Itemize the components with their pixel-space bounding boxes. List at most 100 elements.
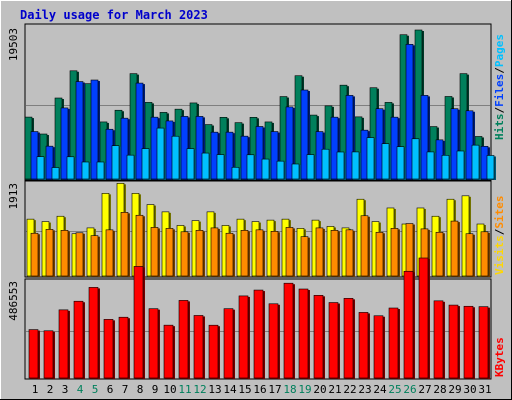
bar-face	[30, 232, 39, 277]
bar-face	[366, 137, 375, 180]
visits-sites-sites-bar	[270, 231, 280, 277]
hits-files-pages-pages-bar	[156, 127, 166, 180]
visits-sites-sites-bar	[180, 231, 190, 277]
hits-files-pages-pages-bar	[441, 155, 451, 180]
x-tick-label: 1	[32, 383, 39, 396]
bar-face	[223, 308, 234, 379]
bar-face	[298, 288, 309, 379]
visits-sites-sites-bar	[405, 223, 415, 277]
visits-sites-sites-bar	[345, 229, 355, 277]
bar-face	[75, 81, 84, 180]
bar-face	[336, 151, 345, 180]
bar-face	[246, 154, 255, 180]
kbytes-kbytes-bar	[148, 308, 160, 379]
bar-face	[120, 212, 129, 277]
x-tick-label: 25	[388, 383, 401, 396]
bar-face	[375, 231, 384, 277]
kbytes-kbytes-bar	[433, 300, 445, 379]
x-tick-label: 17	[268, 383, 281, 396]
x-tick-label: 16	[253, 383, 266, 396]
bar-face	[163, 324, 174, 379]
visits-sites-sites-bar	[300, 236, 310, 277]
bar-face	[195, 230, 204, 277]
bar-face	[60, 230, 69, 277]
bar-face	[156, 127, 165, 180]
bar-face	[471, 144, 480, 180]
bar-face	[433, 300, 444, 379]
bar-face	[133, 266, 144, 379]
hits-files-pages-pages-bar	[186, 148, 196, 180]
bar-face	[238, 295, 249, 379]
visits-sites-sites-bar	[315, 227, 325, 277]
kbytes-kbytes-bar	[58, 309, 70, 379]
hits-files-pages-pages-bar	[201, 152, 211, 180]
axis-label-part: Hits	[493, 114, 506, 141]
kbytes-kbytes-bar	[268, 303, 280, 379]
axis-label-part: KBytes	[493, 337, 506, 377]
kbytes-kbytes-bar	[223, 308, 235, 379]
bar-face	[73, 300, 84, 379]
hits-files-pages-files-bar	[330, 116, 340, 180]
bar-face	[448, 304, 459, 379]
bar-face	[66, 156, 75, 180]
kbytes-kbytes-bar	[133, 266, 145, 379]
kbytes-kbytes-bar	[253, 289, 265, 379]
bar-face	[58, 309, 69, 379]
bar-face	[420, 95, 429, 180]
visits-sites-sites-bar	[225, 232, 235, 277]
bar-face	[463, 305, 474, 379]
x-tick-label: 26	[403, 383, 416, 396]
kbytes-kbytes-bar	[313, 295, 325, 379]
bar-face	[315, 227, 324, 277]
hits-files-pages-files-bar	[135, 82, 145, 180]
visits-ymax-label: 1913	[7, 183, 20, 210]
hits-files-pages-pages-bar	[36, 156, 46, 180]
x-tick-label: 4	[77, 383, 84, 396]
kbytes-ymax-label: 486553	[7, 281, 20, 321]
axis-label-part: /	[493, 107, 506, 114]
bar-face	[283, 282, 294, 379]
bar-face	[43, 330, 54, 379]
bar-face	[360, 215, 369, 277]
kbytes-kbytes-bar	[448, 304, 460, 379]
visits-sites-sites-bar	[105, 229, 115, 277]
hits-files-pages-pages-bar	[171, 135, 181, 180]
hits-files-pages-pages-bar	[231, 167, 241, 180]
kbytes-kbytes-bar	[193, 315, 205, 379]
hits-files-pages-files-bar	[300, 89, 310, 180]
bar-face	[51, 167, 60, 180]
hits-files-pages-pages-bar	[411, 138, 421, 180]
kbytes-kbytes-bar	[178, 300, 190, 379]
kbytes-kbytes-bar	[208, 324, 220, 379]
bar-face	[45, 229, 54, 277]
hits-files-pages-pages-bar	[321, 148, 331, 180]
hits-files-pages-pages-bar	[276, 160, 286, 180]
bar-face	[300, 89, 309, 180]
bar-face	[255, 229, 264, 277]
x-tick-label: 12	[193, 383, 206, 396]
kbytes-kbytes-bar	[238, 295, 250, 379]
x-tick-label: 27	[418, 383, 431, 396]
x-tick-label: 7	[122, 383, 129, 396]
bar-face	[403, 270, 414, 379]
bar-face	[171, 135, 180, 180]
bar-face	[88, 287, 99, 379]
bar-face	[435, 231, 444, 277]
bar-face	[343, 298, 354, 379]
visits-sites-sites-bar	[480, 231, 490, 277]
x-tick-label: 31	[478, 383, 491, 396]
x-tick-label: 15	[238, 383, 251, 396]
x-tick-label: 18	[283, 383, 296, 396]
axis-label-part: /	[493, 228, 506, 235]
visits-sites-sites-bar	[465, 233, 475, 277]
x-tick-label: 9	[152, 383, 159, 396]
bar-face	[165, 228, 174, 277]
axis-label-part: Files	[493, 74, 506, 107]
bar-face	[253, 289, 264, 379]
x-tick-label: 8	[137, 383, 144, 396]
bar-face	[270, 231, 279, 277]
bar-face	[268, 303, 279, 379]
hits-files-pages-pages-bar	[306, 154, 316, 180]
hits-files-pages-files-bar	[75, 81, 85, 180]
